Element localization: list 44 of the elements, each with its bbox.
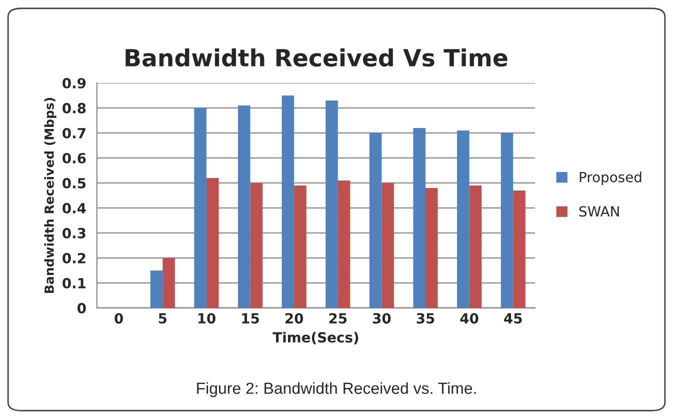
y-tick-label: 0.7 [62,128,86,138]
y-tick-label: 0.9 [62,78,86,88]
x-tick-label: 30 [372,313,391,324]
y-tick-label: 0.2 [62,252,86,264]
y-tick-label: 0 [77,302,86,314]
x-tick-label: 45 [504,313,522,324]
y-tick-label: 0.1 [62,278,86,288]
bar [469,185,482,308]
x-tick-label: 0 [114,313,123,324]
bar [238,105,250,308]
x-tick-label: 35 [416,313,434,324]
bar [250,182,263,308]
caption: Figure 2: Bandwidth Received vs. Time. [197,382,476,398]
x-tick-label: 15 [242,313,259,324]
legend-label: Proposed [580,172,642,186]
x-tick-label: 20 [286,313,304,324]
bar [338,180,350,308]
y-axis-title: Bandwidth Received (Mbps) [44,98,56,293]
bar [294,185,306,308]
legend-label: SWAN [579,206,619,217]
y-tick-label: 0.3 [62,228,86,238]
y-tick-label: 0.4 [62,202,86,214]
bar [150,270,163,308]
y-tick-label: 0.5 [62,178,86,188]
bar [413,128,426,308]
x-tick-label: 25 [329,313,347,324]
bar [162,258,175,308]
x-tick-label: 5 [158,313,166,324]
bar [194,108,206,308]
bar [513,190,526,308]
y-tick-label: 0.6 [62,152,86,164]
chart-title: Bandwidth Received Vs Time [126,48,508,67]
x-axis-title: Time(Secs) [272,332,358,344]
bar [326,100,338,308]
bar [382,182,394,308]
bar [500,132,514,308]
y-tick-label: 0.8 [62,102,86,114]
bar [457,130,470,308]
bar [369,132,382,308]
x-tick-label: 40 [460,313,478,324]
bar [426,188,438,308]
x-tick-label: 10 [198,313,216,324]
bar [282,95,294,308]
bar [206,178,219,308]
